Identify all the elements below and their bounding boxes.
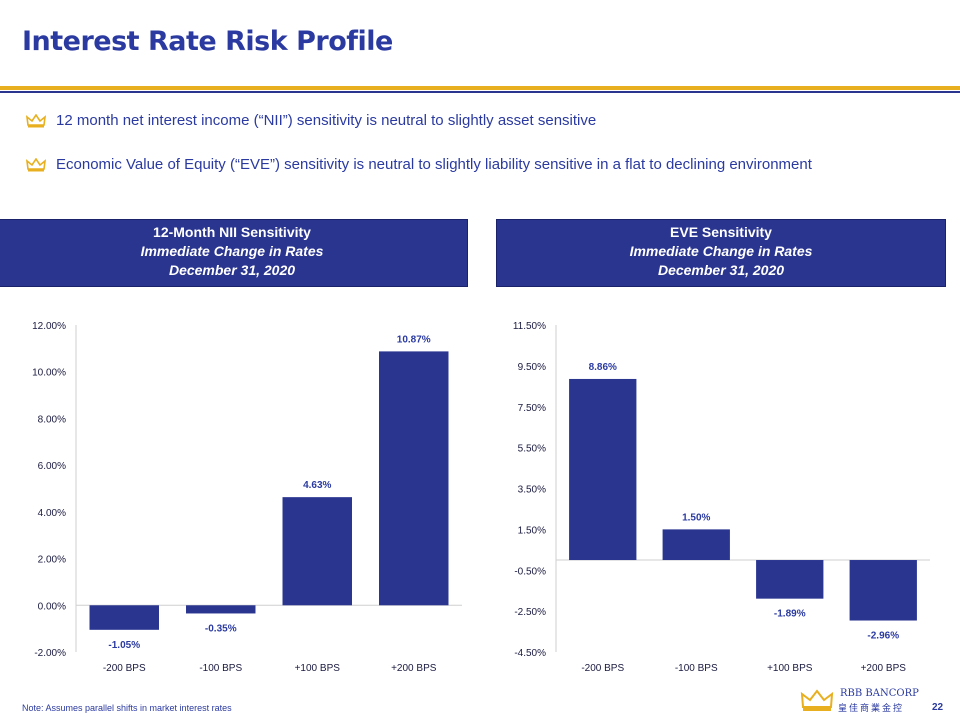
- y-tick-label: 10.00%: [32, 368, 66, 379]
- x-tick-label: -100 BPS: [675, 663, 718, 674]
- bullet-eve: Economic Value of Equity (“EVE”) sensiti…: [26, 156, 812, 173]
- nii-chart: -2.00% 0.00% 2.00% 4.00% 6.00% 8.00% 10.00% 12.…: [32, 321, 462, 674]
- crown-icon: [26, 157, 46, 171]
- crown-icon: [26, 113, 46, 127]
- panel-title: 12-Month NII Sensitivity: [153, 224, 311, 240]
- data-label: -0.35%: [205, 623, 237, 634]
- panel-date: December 31, 2020: [168, 262, 296, 278]
- crown-logo-icon: [800, 689, 834, 711]
- eve-chart: -4.50% -2.50% -0.50% 1.50% 3.50% 5.50% 7.50% 9.…: [513, 321, 930, 674]
- x-tick-label: -100 BPS: [199, 663, 242, 674]
- y-tick-label: -2.00%: [34, 648, 66, 659]
- bar: [756, 560, 824, 599]
- bullet-text: Economic Value of Equity (“EVE”) sensiti…: [56, 156, 812, 173]
- y-tick-label: 9.50%: [518, 362, 546, 373]
- y-tick-label: 8.00%: [38, 414, 66, 425]
- y-tick-label: -2.50%: [514, 607, 546, 618]
- bar: [569, 378, 637, 561]
- x-tick-label: -200 BPS: [103, 663, 146, 674]
- navy-rule: [0, 91, 960, 93]
- bar: [379, 351, 449, 606]
- footnote: Note: Assumes parallel shifts in market …: [22, 703, 232, 713]
- bullet-text: 12 month net interest income (“NII”) sen…: [56, 112, 597, 129]
- nii-panel-header: 12-Month NII Sensitivity Immediate Chang…: [0, 219, 468, 287]
- y-tick-label: 3.50%: [518, 485, 546, 496]
- x-tick-label: -200 BPS: [581, 663, 624, 674]
- x-tick-label: +100 BPS: [295, 663, 341, 674]
- y-tick-label: 6.00%: [38, 461, 66, 472]
- panel-date: December 31, 2020: [657, 262, 785, 278]
- logo-chinese: 皇佳商業金控: [838, 704, 905, 714]
- y-tick-label: 2.00%: [38, 555, 66, 566]
- logo-name: RBB BANCORP: [840, 688, 919, 699]
- x-tick-label: +200 BPS: [861, 663, 907, 674]
- x-tick-label: +200 BPS: [391, 663, 437, 674]
- bullet-nii: 12 month net interest income (“NII”) sen…: [26, 112, 596, 129]
- data-label: 1.50%: [682, 512, 710, 523]
- data-label: -1.05%: [108, 640, 140, 651]
- x-tick-label: +100 BPS: [767, 663, 813, 674]
- y-tick-label: 1.50%: [518, 525, 546, 536]
- data-label: 8.86%: [589, 362, 617, 373]
- bar: [186, 605, 256, 614]
- gold-rule: [0, 86, 960, 90]
- y-tick-label: -0.50%: [514, 566, 546, 577]
- y-tick-label: 5.50%: [518, 444, 546, 455]
- bar: [662, 529, 730, 561]
- bar: [282, 497, 352, 606]
- panel-subtitle: Immediate Change in Rates: [140, 243, 324, 259]
- eve-panel-header: EVE Sensitivity Immediate Change in Rate…: [496, 219, 946, 287]
- data-label: -2.96%: [867, 631, 899, 642]
- data-label: -1.89%: [774, 609, 806, 620]
- page-number: 22: [932, 702, 944, 713]
- y-tick-label: 12.00%: [32, 321, 66, 332]
- y-tick-label: 4.00%: [38, 508, 66, 519]
- bar: [849, 560, 917, 621]
- y-tick-label: 0.00%: [38, 601, 66, 612]
- y-tick-label: 11.50%: [513, 321, 546, 332]
- y-tick-label: -4.50%: [514, 648, 546, 659]
- bar: [89, 605, 159, 630]
- data-label: 10.87%: [397, 334, 431, 345]
- page-title: Interest Rate Risk Profile: [22, 26, 393, 57]
- panel-title: EVE Sensitivity: [670, 224, 772, 240]
- y-tick-label: 7.50%: [518, 403, 546, 414]
- panel-subtitle: Immediate Change in Rates: [629, 243, 813, 259]
- data-label: 4.63%: [303, 480, 331, 491]
